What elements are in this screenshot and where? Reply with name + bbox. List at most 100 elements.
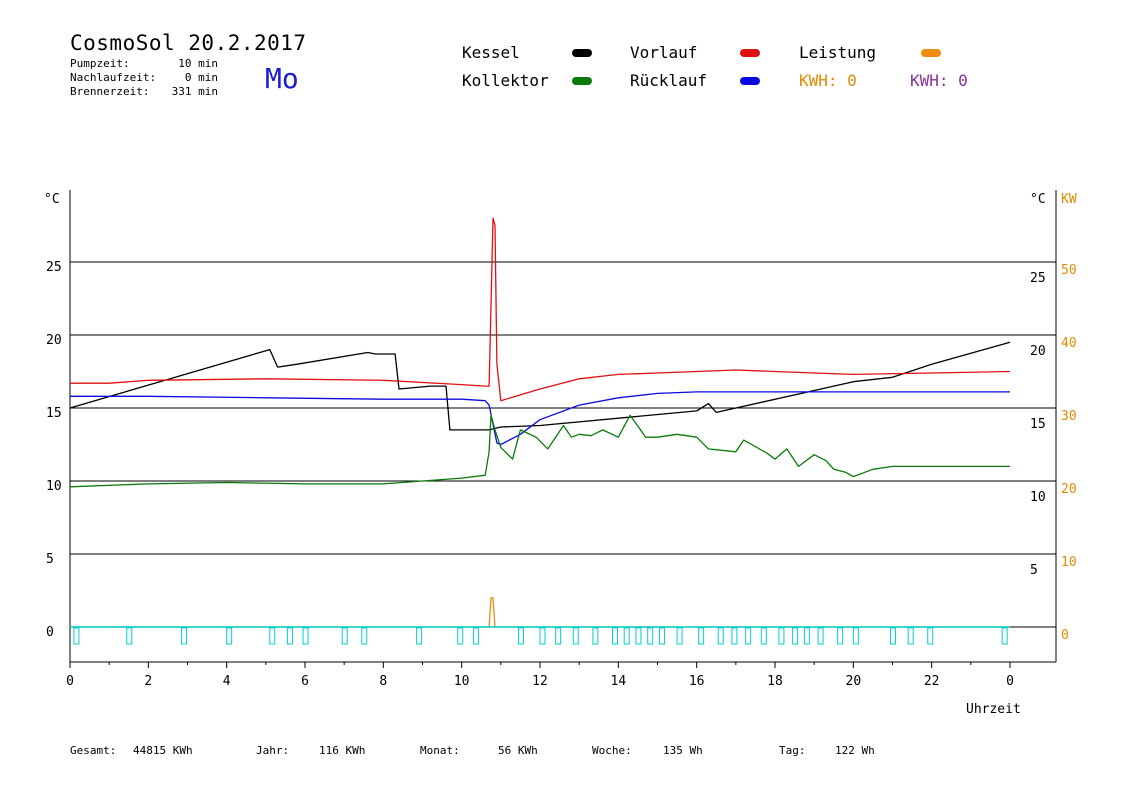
brennerzeit-label: Brennerzeit: <box>70 85 150 98</box>
legend-leistung-swatch <box>921 49 941 57</box>
y-left-tick-label: 5 <box>46 552 54 567</box>
legend-kessel-swatch <box>572 49 592 57</box>
legend-kessel-label: Kessel <box>462 43 520 62</box>
monat-label: Monat: <box>420 744 460 757</box>
pump-pulse <box>286 627 293 645</box>
legend-kollektor-swatch <box>572 77 592 85</box>
pump-pulse <box>555 627 562 645</box>
pump-pulse <box>572 627 579 645</box>
nachlaufzeit-value: 0 min <box>184 71 218 84</box>
jahr-value: 116 KWh <box>319 744 366 757</box>
pump-pulse <box>126 627 133 645</box>
right-unit-label: °C <box>1030 192 1046 207</box>
x-tick-label: 6 <box>301 674 309 689</box>
series-rcklauf-line <box>70 391 1010 446</box>
pump-pulse <box>698 627 705 645</box>
legend-vorlauf-label: Vorlauf <box>630 43 698 62</box>
legend-kollektor-label: Kollektor <box>462 71 549 90</box>
y-right-tick-label: 25 <box>1030 271 1046 286</box>
y2-tick-label: 20 <box>1061 482 1077 497</box>
pumpzeit-value: 10 min <box>178 57 218 70</box>
tag-value: 122 Wh <box>835 744 875 757</box>
series-kollektor-line <box>69 414 1010 488</box>
x-tick-label: 10 <box>454 674 470 689</box>
pump-pulse <box>611 627 618 645</box>
pump-pulse <box>302 627 309 645</box>
pump-pulse <box>226 627 233 645</box>
series-leistung-line <box>70 597 1010 628</box>
y-left-tick-label: 20 <box>46 333 62 348</box>
y2-tick-label: 30 <box>1061 409 1077 424</box>
kwh-value-1: KWH: 0 <box>799 71 857 90</box>
y2-tick-label: 10 <box>1061 555 1077 570</box>
pump-pulse <box>760 627 767 645</box>
x-tick-label: 12 <box>532 674 548 689</box>
pump-pulse <box>890 627 897 645</box>
pump-pulse <box>647 627 654 645</box>
pump-pulse <box>927 627 934 645</box>
monat-value: 56 KWh <box>498 744 538 757</box>
tag-label: Tag: <box>779 744 806 757</box>
gesamt-label: Gesamt: <box>70 744 117 757</box>
pump-pulse <box>1001 627 1008 645</box>
y-left-tick-label: 0 <box>46 625 54 640</box>
pump-pulse <box>731 627 738 645</box>
chart-title: CosmoSol 20.2.2017 <box>70 31 307 55</box>
x-axis-label: Uhrzeit <box>966 702 1021 717</box>
pump-pulse <box>361 627 368 645</box>
y-left-tick-label: 10 <box>46 479 62 494</box>
y2-tick-label: 50 <box>1061 263 1077 278</box>
pump-pulse <box>792 627 799 645</box>
pump-pulse <box>416 627 423 645</box>
nachlaufzeit-label: Nachlaufzeit: <box>70 71 157 84</box>
legend-vorlauf-swatch <box>740 49 760 57</box>
x-tick-label: 0 <box>66 674 74 689</box>
pump-pulse <box>457 627 464 645</box>
pump-pulse <box>623 627 630 645</box>
x-tick-label: 0 <box>1006 674 1014 689</box>
pump-pulse <box>341 627 348 645</box>
y-right-tick-label: 10 <box>1030 490 1046 505</box>
pump-pulse <box>817 627 824 645</box>
pump-pulse <box>592 627 599 645</box>
pump-pulse <box>73 627 80 645</box>
pump-pulse <box>472 627 479 645</box>
y-left-tick-label: 25 <box>46 260 62 275</box>
kwh-value-2: KWH: 0 <box>910 71 968 90</box>
x-tick-label: 18 <box>767 674 783 689</box>
legend-leistung-label: Leistung <box>799 43 877 62</box>
y-right-tick-label: 5 <box>1030 563 1038 578</box>
y2-tick-label: 0 <box>1061 628 1069 643</box>
pump-pulse <box>269 627 276 645</box>
pump-pulse <box>907 627 914 645</box>
y-left-tick-label: 15 <box>46 406 62 421</box>
x-tick-label: 2 <box>144 674 152 689</box>
x-tick-label: 20 <box>846 674 862 689</box>
x-tick-label: 22 <box>924 674 940 689</box>
weekday-label: Mo <box>265 62 299 95</box>
woche-label: Woche: <box>592 744 632 757</box>
right-unit2-label: KW <box>1061 192 1077 207</box>
series-kessel-line <box>69 341 1011 431</box>
x-tick-label: 4 <box>223 674 231 689</box>
woche-value: 135 Wh <box>663 744 703 757</box>
pump-pulse <box>803 627 810 645</box>
pump-pulse <box>635 627 642 645</box>
pump-pulse <box>778 627 785 645</box>
pump-pulse <box>539 627 546 645</box>
brennerzeit-value: 331 min <box>171 85 218 98</box>
left-unit-label: °C <box>44 192 60 207</box>
x-tick-label: 14 <box>611 674 627 689</box>
legend-ruecklauf-swatch <box>740 77 760 85</box>
y-right-tick-label: 15 <box>1030 417 1046 432</box>
x-tick-label: 8 <box>379 674 387 689</box>
pump-pulse <box>852 627 859 645</box>
y-right-tick-label: 20 <box>1030 344 1046 359</box>
y2-tick-label: 40 <box>1061 336 1077 351</box>
pump-pulse <box>745 627 752 645</box>
gesamt-value: 44815 KWh <box>133 744 193 757</box>
pump-pulse <box>837 627 844 645</box>
pump-pulse <box>181 627 188 645</box>
x-tick-label: 16 <box>689 674 705 689</box>
